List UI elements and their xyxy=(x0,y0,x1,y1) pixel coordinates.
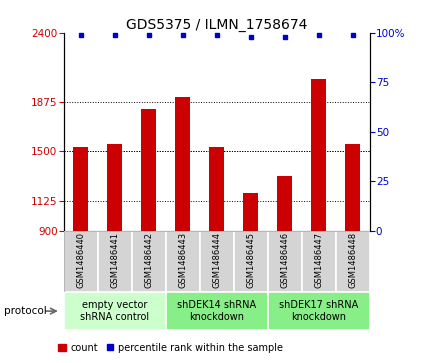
Title: GDS5375 / ILMN_1758674: GDS5375 / ILMN_1758674 xyxy=(126,18,308,32)
Bar xyxy=(209,147,224,231)
Text: protocol: protocol xyxy=(4,306,47,316)
Bar xyxy=(268,292,370,330)
Text: GSM1486445: GSM1486445 xyxy=(246,232,255,288)
Text: GSM1486441: GSM1486441 xyxy=(110,232,119,288)
Bar xyxy=(268,231,302,292)
Bar xyxy=(200,231,234,292)
Bar xyxy=(64,292,166,330)
Bar xyxy=(311,79,326,231)
Bar xyxy=(107,144,122,231)
Bar xyxy=(302,231,336,292)
Text: GSM1486444: GSM1486444 xyxy=(212,232,221,288)
Bar xyxy=(243,193,258,231)
Bar xyxy=(234,231,268,292)
Text: shDEK14 shRNA
knockdown: shDEK14 shRNA knockdown xyxy=(177,300,256,322)
Bar xyxy=(336,231,370,292)
Text: GSM1486440: GSM1486440 xyxy=(76,232,85,288)
Text: GSM1486447: GSM1486447 xyxy=(314,232,323,288)
Bar xyxy=(64,231,98,292)
Text: GSM1486448: GSM1486448 xyxy=(348,232,357,288)
Bar xyxy=(141,109,156,231)
Text: GSM1486443: GSM1486443 xyxy=(178,232,187,288)
Text: GSM1486442: GSM1486442 xyxy=(144,232,153,288)
Text: empty vector
shRNA control: empty vector shRNA control xyxy=(80,300,149,322)
Bar xyxy=(132,231,166,292)
Bar xyxy=(73,147,88,231)
Bar xyxy=(166,231,200,292)
Legend: count, percentile rank within the sample: count, percentile rank within the sample xyxy=(58,343,283,352)
Bar xyxy=(175,97,191,231)
Bar xyxy=(166,292,268,330)
Text: GSM1486446: GSM1486446 xyxy=(280,232,289,288)
Text: shDEK17 shRNA
knockdown: shDEK17 shRNA knockdown xyxy=(279,300,358,322)
Bar xyxy=(277,176,292,231)
Bar xyxy=(345,144,360,231)
Bar xyxy=(98,231,132,292)
